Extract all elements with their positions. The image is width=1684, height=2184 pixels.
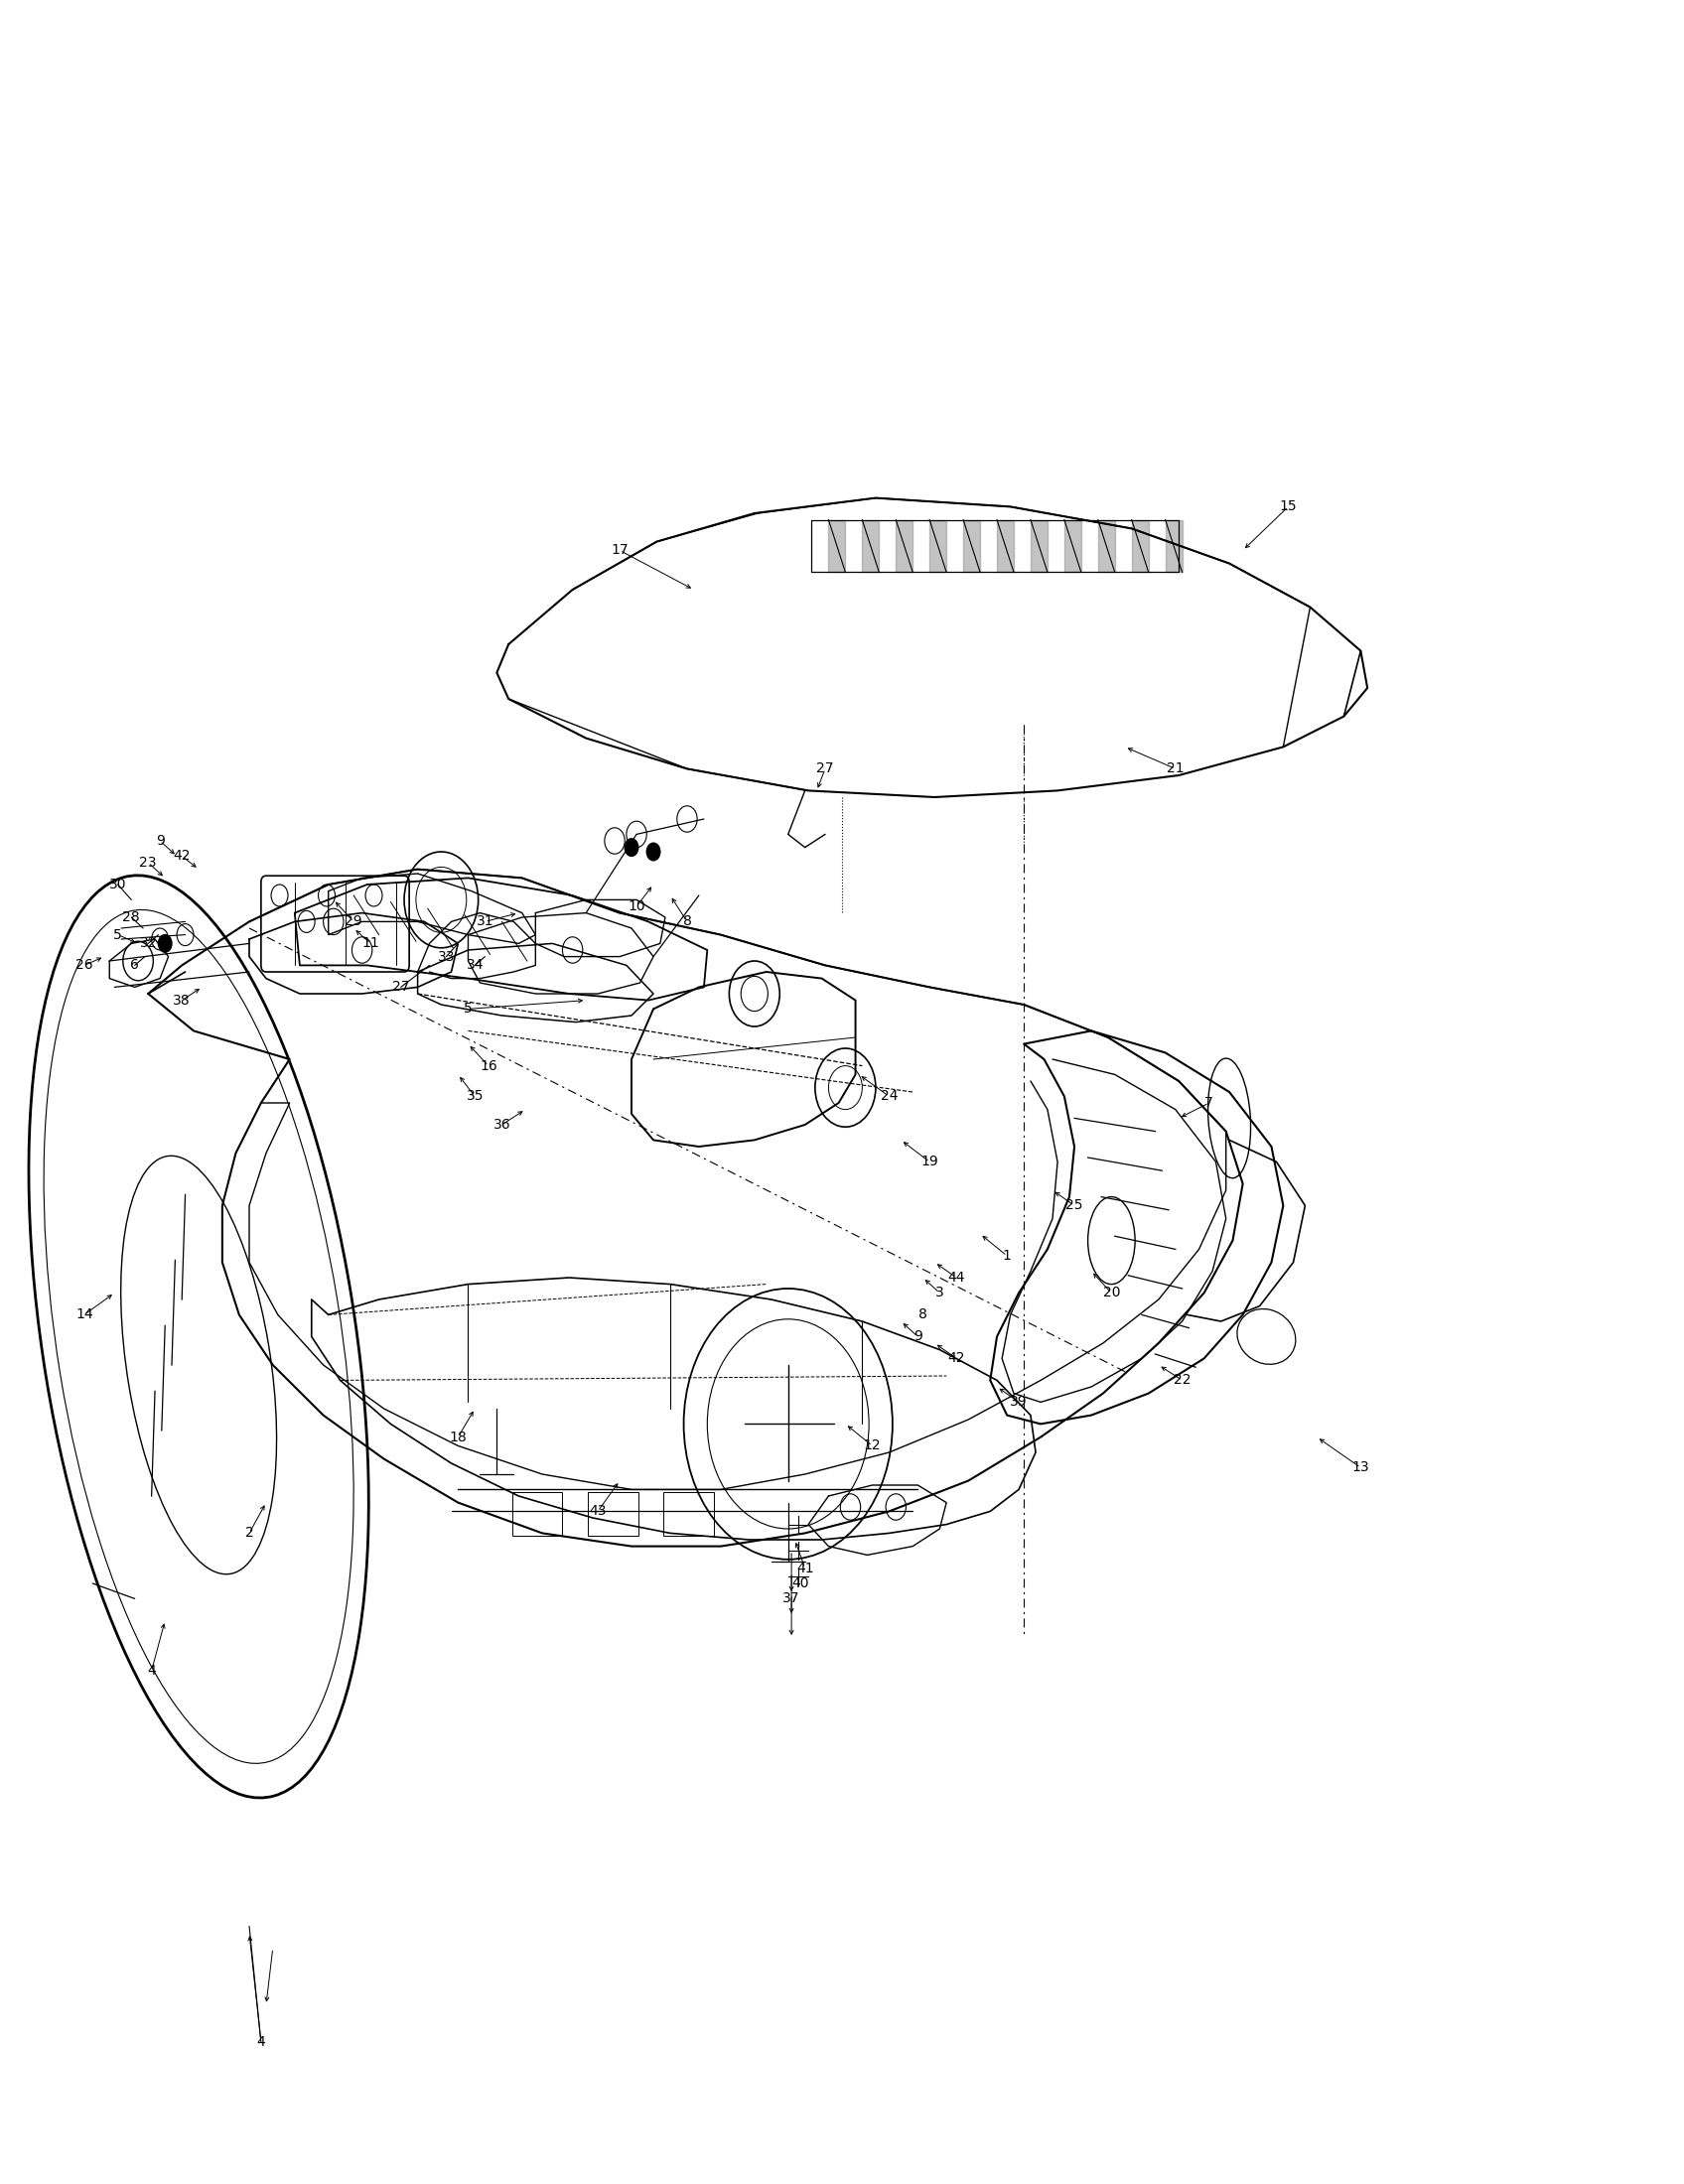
- Text: 27: 27: [817, 762, 834, 775]
- Text: 25: 25: [1066, 1199, 1083, 1212]
- Text: 36: 36: [493, 1118, 510, 1131]
- Text: 12: 12: [864, 1439, 881, 1452]
- Text: 33: 33: [438, 950, 455, 963]
- Text: 13: 13: [1352, 1461, 1369, 1474]
- Polygon shape: [1132, 520, 1148, 572]
- Text: 16: 16: [480, 1059, 497, 1072]
- Text: 10: 10: [628, 900, 645, 913]
- Text: 26: 26: [76, 959, 93, 972]
- Polygon shape: [1031, 520, 1047, 572]
- Text: 3: 3: [935, 1286, 945, 1299]
- Text: 4: 4: [147, 1664, 157, 1677]
- Polygon shape: [997, 520, 1014, 572]
- Text: 15: 15: [1280, 500, 1297, 513]
- Polygon shape: [1165, 520, 1182, 572]
- Text: 4: 4: [256, 2035, 266, 2049]
- Text: 34: 34: [466, 959, 483, 972]
- Text: 42: 42: [948, 1352, 965, 1365]
- Polygon shape: [1064, 520, 1081, 572]
- Text: 14: 14: [76, 1308, 93, 1321]
- Circle shape: [647, 843, 660, 860]
- Text: 38: 38: [173, 994, 190, 1007]
- Text: 27: 27: [392, 981, 409, 994]
- Polygon shape: [930, 520, 946, 572]
- Text: 5: 5: [463, 1002, 473, 1016]
- Text: 40: 40: [791, 1577, 808, 1590]
- Text: 35: 35: [466, 1090, 483, 1103]
- Text: 5: 5: [113, 928, 123, 941]
- Polygon shape: [896, 520, 913, 572]
- Text: 21: 21: [1167, 762, 1184, 775]
- Text: 9: 9: [155, 834, 165, 847]
- Text: 39: 39: [1010, 1396, 1027, 1409]
- Text: 7: 7: [1204, 1096, 1214, 1109]
- Text: 28: 28: [123, 911, 140, 924]
- Text: 42: 42: [173, 850, 190, 863]
- Text: 23: 23: [140, 856, 157, 869]
- Text: 22: 22: [1174, 1374, 1191, 1387]
- Text: 8: 8: [682, 915, 692, 928]
- Text: 11: 11: [362, 937, 379, 950]
- Text: 37: 37: [783, 1592, 800, 1605]
- Text: 18: 18: [450, 1431, 466, 1444]
- Text: 30: 30: [109, 878, 126, 891]
- Text: 6: 6: [130, 959, 140, 972]
- Text: 43: 43: [589, 1505, 606, 1518]
- Text: 31: 31: [477, 915, 493, 928]
- Text: 9: 9: [913, 1330, 923, 1343]
- Circle shape: [158, 935, 172, 952]
- Text: 24: 24: [881, 1090, 898, 1103]
- Text: 17: 17: [611, 544, 628, 557]
- Polygon shape: [829, 520, 845, 572]
- Text: 20: 20: [1103, 1286, 1120, 1299]
- Text: 41: 41: [797, 1562, 813, 1575]
- Text: 2: 2: [244, 1527, 254, 1540]
- Text: 44: 44: [948, 1271, 965, 1284]
- Text: 1: 1: [1002, 1249, 1012, 1262]
- Polygon shape: [862, 520, 879, 572]
- Polygon shape: [963, 520, 980, 572]
- Text: 19: 19: [921, 1155, 938, 1168]
- Text: 29: 29: [345, 915, 362, 928]
- Circle shape: [625, 839, 638, 856]
- Text: 32: 32: [140, 937, 157, 950]
- Text: 8: 8: [918, 1308, 928, 1321]
- Polygon shape: [1098, 520, 1115, 572]
